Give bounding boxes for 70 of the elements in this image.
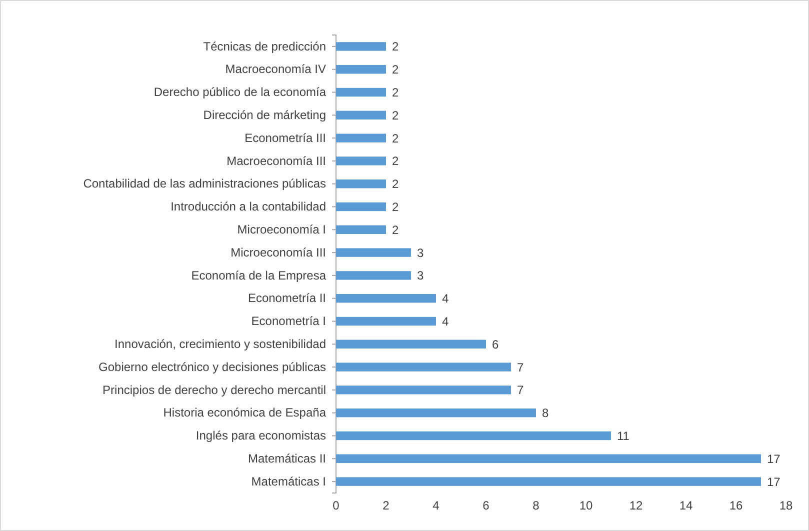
- y-tick-label: Técnicas de predicción: [203, 39, 326, 54]
- bar: [336, 65, 386, 74]
- y-tick-label: Econometría I: [251, 314, 326, 328]
- data-label: 17: [767, 474, 781, 489]
- y-tick-label: Matemáticas I: [251, 474, 326, 488]
- x-tick-label: 2: [382, 498, 390, 513]
- data-label: 6: [492, 337, 499, 352]
- y-tick-label: Inglés para economistas: [196, 428, 326, 443]
- x-tick-label: 18: [779, 498, 793, 513]
- bar: [336, 248, 411, 257]
- bar: [336, 180, 386, 188]
- x-tick-label: 6: [482, 498, 490, 513]
- y-tick-label: Dirección de márketing: [203, 108, 326, 122]
- data-label: 17: [767, 452, 781, 466]
- data-label: 4: [442, 292, 449, 306]
- bar: [336, 271, 411, 280]
- y-tick-label: Macroeconomía IV: [225, 62, 326, 76]
- bar: [336, 156, 386, 166]
- data-label: 2: [392, 200, 399, 214]
- data-label: 2: [392, 222, 399, 237]
- bar: [336, 202, 386, 212]
- bar: [336, 42, 386, 51]
- bar: [336, 431, 611, 440]
- bar: [336, 477, 761, 486]
- bar: [336, 454, 761, 463]
- bar: [336, 294, 436, 303]
- y-tick-label: Introducción a la contabilidad: [170, 200, 326, 214]
- y-tick-label: Microeconomía III: [230, 245, 326, 260]
- y-tick-label: Derecho público de la economía: [154, 85, 326, 100]
- data-label: 2: [392, 62, 399, 77]
- y-tick-label: Microeconomía I: [237, 222, 326, 236]
- y-tick-label: Principios de derecho y derecho mercantil: [102, 382, 326, 397]
- x-tick-label: 12: [629, 498, 643, 513]
- data-label: 2: [392, 154, 399, 168]
- bar: [336, 88, 386, 97]
- data-label: 2: [392, 177, 399, 192]
- y-tick-label: Gobierno electrónico y decisiones públicas: [98, 360, 326, 374]
- data-label: 3: [417, 268, 424, 283]
- y-tick-label: Innovación, crecimiento y sostenibilidad: [114, 336, 326, 351]
- x-tick-label: 14: [679, 498, 693, 513]
- data-label: 2: [392, 85, 399, 100]
- x-tick-label: 8: [532, 498, 540, 513]
- data-label: 3: [417, 246, 424, 260]
- data-label: 2: [392, 40, 399, 54]
- bar: [336, 362, 511, 372]
- data-label: 2: [392, 108, 399, 122]
- x-tick-label: 16: [729, 498, 743, 513]
- bar: [336, 110, 386, 120]
- data-label: 4: [442, 314, 449, 328]
- y-tick-label: Historia económica de España: [163, 406, 326, 420]
- bar: [336, 386, 511, 394]
- x-tick-label: 0: [332, 498, 340, 513]
- y-tick-label: Econometría II: [248, 291, 326, 306]
- y-tick-label: Economía de la Empresa: [191, 268, 326, 282]
- data-label: 2: [392, 131, 399, 146]
- bar: [336, 408, 536, 418]
- data-label: 11: [617, 428, 630, 443]
- data-label: 7: [517, 383, 524, 398]
- y-tick-label: Matemáticas II: [248, 451, 326, 466]
- bar: [336, 225, 386, 234]
- x-tick-label: 10: [579, 498, 593, 513]
- y-tick-label: Macroeconomía III: [226, 154, 326, 168]
- data-label: 7: [517, 360, 524, 374]
- y-tick-label: Contabilidad de las administraciones públicas: [83, 176, 326, 191]
- bar: [336, 340, 486, 348]
- y-tick-label: Econometría III: [244, 130, 326, 145]
- data-label: 8: [542, 406, 549, 420]
- bar: [336, 316, 436, 326]
- x-tick-label: 4: [432, 498, 440, 513]
- bar: [336, 134, 386, 142]
